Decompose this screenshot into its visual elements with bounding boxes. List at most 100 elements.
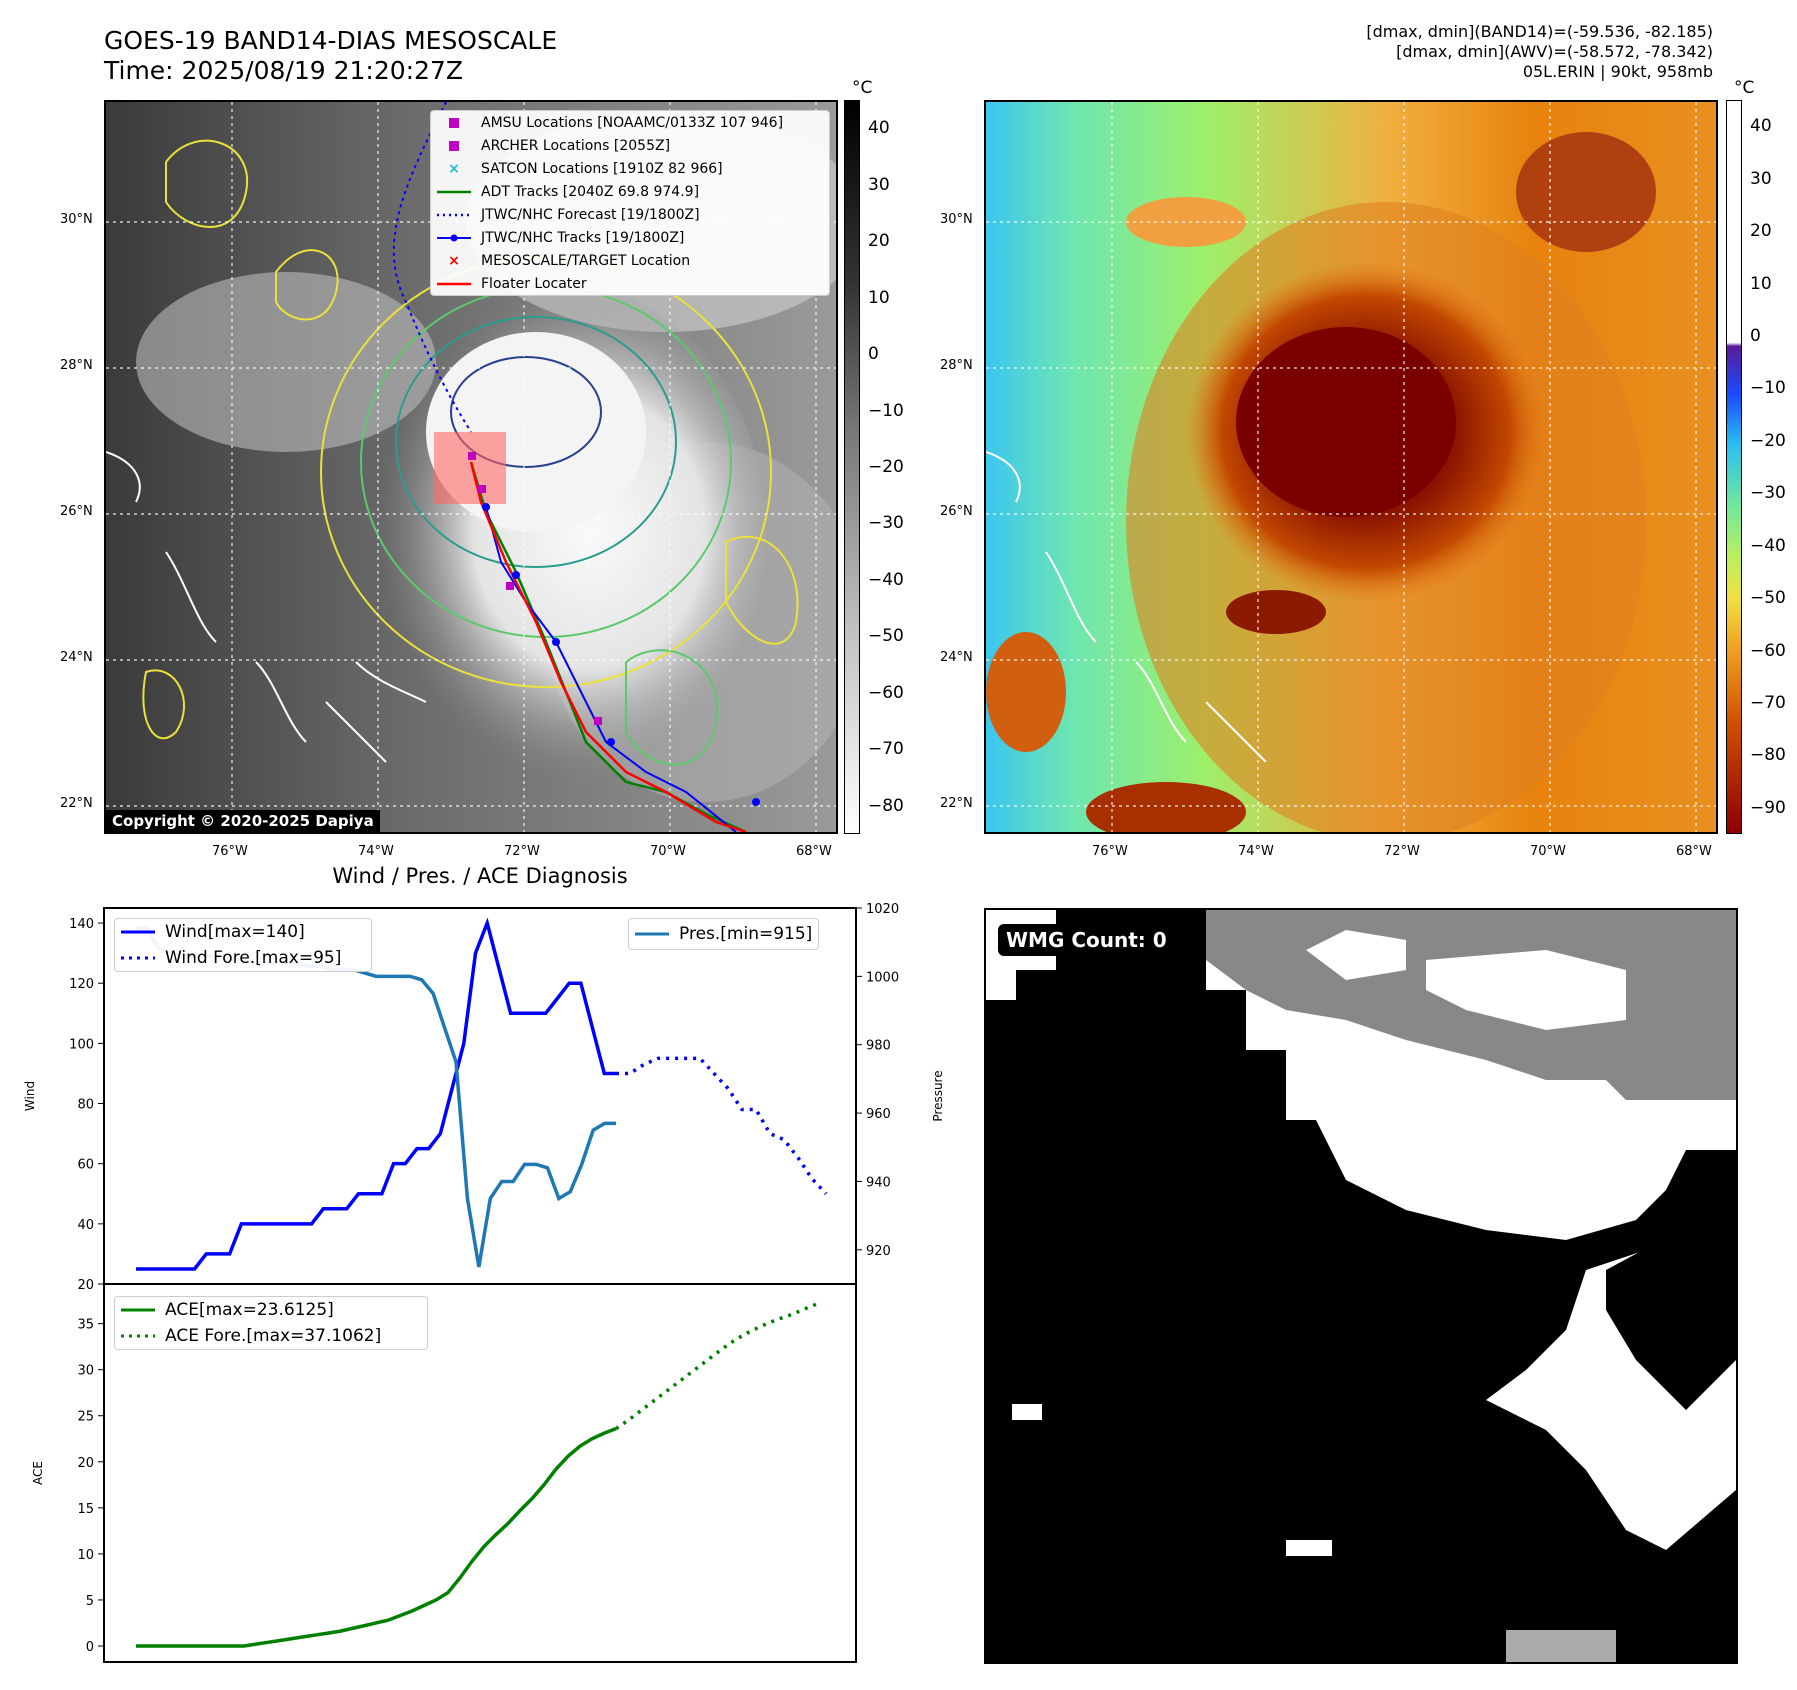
colorbar-tick-label: 40 (1750, 116, 1772, 137)
y-right-tick-label: 1020 (866, 902, 899, 917)
colorbar-tick-label: 0 (868, 344, 879, 365)
square-marker-icon (437, 117, 471, 128)
legend-adt: ADT Tracks [2040Z 69.8 974.9] (431, 180, 829, 203)
y-right-tick-label: 920 (866, 1244, 891, 1259)
y-tick-label: 0 (86, 1640, 94, 1655)
colorbar-tick-label: −20 (1750, 430, 1786, 451)
figure-title: GOES-19 BAND14-DIAS MESOSCALE Time: 2025… (104, 26, 557, 86)
line-icon (121, 1307, 155, 1313)
legend-jtwc-forecast-label: JTWC/NHC Forecast [19/1800Z] (481, 206, 700, 223)
legend-wind-fore-label: Wind Fore.[max=95] (165, 948, 342, 968)
wind-series-line (136, 917, 616, 1271)
lon-label: 76°W (212, 844, 248, 859)
y-tick-label: 40 (77, 1218, 94, 1233)
diagnosis-title: Wind / Pres. / ACE Diagnosis (332, 864, 628, 888)
legend-ace-fore: ACE Fore.[max=37.1062] (115, 1323, 427, 1349)
colorbar-tick-label: −30 (868, 513, 904, 534)
lat-label: 26°N (60, 504, 93, 519)
awv-map-image (986, 102, 1716, 832)
left-colorbar-unit: °C (852, 78, 873, 98)
lon-label: 70°W (1530, 844, 1566, 859)
lon-label: 72°W (504, 844, 540, 859)
lon-label: 68°W (1676, 844, 1712, 859)
y-tick-label: 80 (77, 1098, 94, 1113)
y-axis-label: ACE (31, 1461, 45, 1485)
legend-pres-label: Pres.[min=915] (679, 924, 813, 944)
colorbar-tick-label: 10 (868, 287, 890, 308)
colorbar-tick-label: 0 (1750, 325, 1761, 346)
dotted-line-icon (121, 955, 155, 961)
legend-satcon: × SATCON Locations [1910Z 82 966] (431, 157, 829, 180)
colorbar-tick-label: −60 (868, 682, 904, 703)
colorbar-tick-label: −40 (1750, 535, 1786, 556)
dotted-line-icon (121, 1333, 155, 1339)
colorbar-tick-label: 40 (868, 118, 890, 139)
lat-label: 28°N (940, 358, 973, 373)
lat-label: 26°N (940, 504, 973, 519)
x-marker-icon: × (448, 252, 460, 269)
y-axis-label: Wind (23, 1081, 37, 1111)
right-colorbar (1726, 100, 1742, 834)
lon-label: 76°W (1092, 844, 1128, 859)
x-marker-icon: × (448, 160, 460, 177)
pressure-series-line (136, 926, 616, 1268)
y-tick-label: 120 (69, 977, 94, 992)
legend-wind-label: Wind[max=140] (165, 922, 305, 942)
y-tick-label: 5 (86, 1594, 94, 1609)
ace-series-line (136, 1426, 617, 1648)
legend-jtwc-tracks-label: JTWC/NHC Tracks [19/1800Z] (481, 229, 685, 246)
y-tick-label: 100 (69, 1037, 94, 1052)
wmg-panel: WMG Count: 0 (984, 908, 1738, 1664)
floater-box (434, 432, 506, 504)
lon-label: 74°W (358, 844, 394, 859)
legend-satcon-label: SATCON Locations [1910Z 82 966] (481, 160, 723, 177)
map-legend: AMSU Locations [NOAAMC/0133Z 107 946] AR… (430, 110, 830, 296)
line-dot-icon (437, 234, 471, 242)
colorbar-tick-label: −50 (868, 626, 904, 647)
info-line-1: [dmax, dmin](BAND14)=(-59.536, -82.185) (1366, 22, 1713, 41)
y-tick-label: 140 (69, 917, 94, 932)
y-right-tick-label: 980 (866, 1039, 891, 1054)
lat-label: 24°N (60, 650, 93, 665)
colorbar-tick-label: 20 (868, 231, 890, 252)
line-icon (437, 281, 471, 287)
awv-map-panel (984, 100, 1718, 834)
y-tick-label: 60 (77, 1158, 94, 1173)
lat-label: 30°N (60, 212, 93, 227)
lat-label: 24°N (940, 650, 973, 665)
square-marker-icon (437, 140, 471, 151)
ace-plot-frame (103, 1283, 857, 1663)
legend-wind-fore: Wind Fore.[max=95] (115, 945, 371, 971)
legend-floater-label: Floater Locater (481, 275, 587, 292)
y-tick-label: 15 (77, 1502, 94, 1517)
colorbar-tick-label: −70 (868, 739, 904, 760)
legend-adt-label: ADT Tracks [2040Z 69.8 974.9] (481, 183, 700, 200)
colorbar-tick-label: 10 (1750, 273, 1772, 294)
colorbar-tick-label: 20 (1750, 221, 1772, 242)
wmg-count-badge: WMG Count: 0 (998, 924, 1175, 956)
lon-label: 70°W (650, 844, 686, 859)
y-tick-label: 20 (77, 1456, 94, 1471)
wind-forecast-series-line (616, 1056, 828, 1195)
dotted-line-icon (437, 212, 471, 218)
wind-legend: Wind[max=140] Wind Fore.[max=95] (114, 918, 372, 972)
lon-label: 74°W (1238, 844, 1274, 859)
y-tick-label: 10 (77, 1548, 94, 1563)
y-right-axis-label: Pressure (931, 1070, 945, 1121)
colorbar-tick-label: −90 (1750, 797, 1786, 818)
legend-wind: Wind[max=140] (115, 919, 371, 945)
legend-ace: ACE[max=23.6125] (115, 1297, 427, 1323)
colorbar-tick-label: −80 (868, 795, 904, 816)
line-icon (437, 189, 471, 195)
lat-label: 22°N (940, 796, 973, 811)
colorbar-tick-label: 30 (1750, 168, 1772, 189)
pressure-legend: Pres.[min=915] (628, 918, 820, 950)
storm-info: [dmax, dmin](BAND14)=(-59.536, -82.185) … (1366, 22, 1713, 82)
colorbar-tick-label: −10 (1750, 378, 1786, 399)
legend-amsu-label: AMSU Locations [NOAAMC/0133Z 107 946] (481, 114, 784, 131)
title-line-2: Time: 2025/08/19 21:20:27Z (104, 56, 463, 85)
wmg-mask-image (986, 910, 1736, 1662)
lat-label: 28°N (60, 358, 93, 373)
y-tick-label: 30 (77, 1364, 94, 1379)
lon-label: 72°W (1384, 844, 1420, 859)
